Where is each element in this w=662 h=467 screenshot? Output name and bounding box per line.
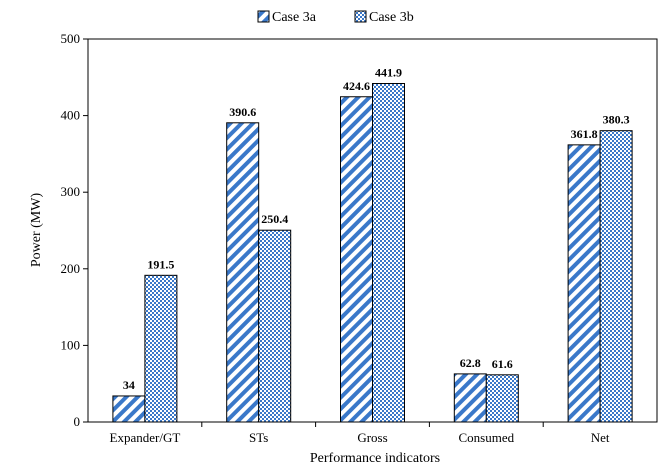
legend: Case 3a Case 3b [257,10,414,25]
data-label: 424.6 [343,79,370,93]
bar-case-3a [340,96,373,423]
x-axis-ticks: Expander/GT STs Gross Consumed Net [110,422,610,445]
data-labels: 34 191.5 390.6 250.4 424.6 441.9 62.8 61.6 361.8… [123,66,630,392]
bar-case-3a [567,144,601,423]
bars [112,83,633,423]
x-axis-label: Performance indicators [310,451,440,466]
data-label: 34 [123,378,135,392]
data-label: 191.5 [147,257,174,271]
data-label: 361.8 [571,127,598,141]
bar-case-3a [226,122,260,423]
x-tick-label: Gross [357,430,387,445]
bar-case-3b [485,374,519,423]
data-label: 62.8 [460,356,481,370]
data-label: 250.4 [261,212,288,226]
y-tick-label: 100 [61,337,81,352]
data-label: 441.9 [375,66,402,80]
data-label: 380.3 [603,113,630,127]
x-tick-label: Consumed [458,430,514,445]
data-label: 390.6 [229,105,256,119]
y-tick-label: 200 [61,261,81,276]
legend-entry: Case 3b [369,10,414,25]
y-tick-label: 500 [61,31,81,46]
y-axis-ticks: 0 100 200 300 400 500 [61,31,88,429]
legend-entry: Case 3a [272,10,317,25]
legend-swatch [354,10,367,23]
y-tick-label: 300 [61,184,81,199]
bar-case-3a [112,395,146,423]
bar-case-3a [453,373,487,423]
y-tick-label: 0 [74,414,81,429]
bar-case-3b [372,83,405,423]
y-tick-label: 400 [61,108,81,123]
bar-case-3b [258,229,292,423]
legend-swatch [257,10,270,23]
x-tick-label: Expander/GT [110,430,181,445]
bar-case-3b [599,130,633,423]
x-tick-label: STs [249,430,268,445]
bar-case-3b [144,274,178,423]
y-axis-label: Power (MW) [29,193,44,268]
x-tick-label: Net [591,430,610,445]
data-label: 61.6 [492,357,513,371]
